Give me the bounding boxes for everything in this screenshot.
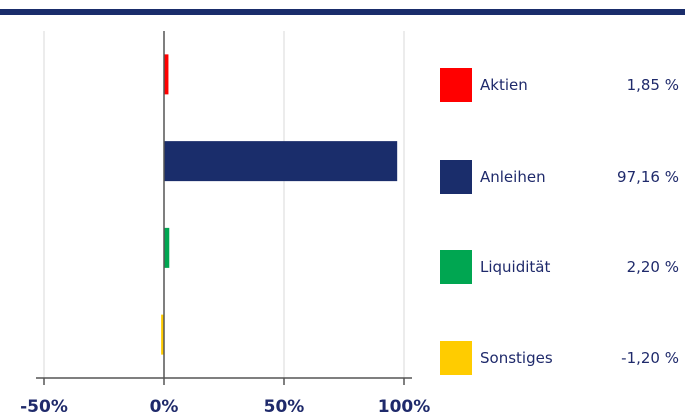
legend-swatch-sonstiges — [440, 341, 472, 375]
tick-label-0-: 0% — [150, 397, 179, 416]
tick-label-100-: 100% — [378, 397, 431, 416]
legend-value-aktien: 1,85 % — [626, 76, 679, 94]
legend-item-liquiditaet: Liquidität 2,20 % — [440, 250, 685, 284]
gridlines — [43, 31, 405, 378]
bar-aktien — [164, 54, 169, 95]
legend-swatch-anleihen — [440, 160, 472, 194]
legend-value-sonstiges: -1,20 % — [621, 349, 679, 367]
legend-item-aktien: Aktien 1,85 % — [440, 68, 685, 102]
legend-item-sonstiges: Sonstiges -1,20 % — [440, 341, 685, 375]
top-rule — [0, 9, 685, 15]
legend-label-anleihen: Anleihen — [480, 168, 546, 186]
legend-swatch-liquiditaet — [440, 250, 472, 284]
bar-liquiditat — [164, 227, 170, 268]
legend-item-anleihen: Anleihen 97,16 % — [440, 160, 685, 194]
tick-label-50-: 50% — [264, 397, 305, 416]
legend-value-anleihen: 97,16 % — [617, 168, 679, 186]
axes — [36, 31, 412, 385]
legend-label-aktien: Aktien — [480, 76, 528, 94]
bar-anleihen — [164, 141, 398, 182]
legend-value-liquiditaet: 2,20 % — [626, 258, 679, 276]
tick-label--50-: -50% — [20, 397, 68, 416]
legend-swatch-aktien — [440, 68, 472, 102]
legend-label-sonstiges: Sonstiges — [480, 349, 553, 367]
tick-labels: -50% 0% 50% 100% — [20, 397, 430, 416]
bar-sonstiges — [161, 314, 164, 355]
bars — [161, 54, 398, 355]
legend-label-liquiditaet: Liquidität — [480, 258, 551, 276]
